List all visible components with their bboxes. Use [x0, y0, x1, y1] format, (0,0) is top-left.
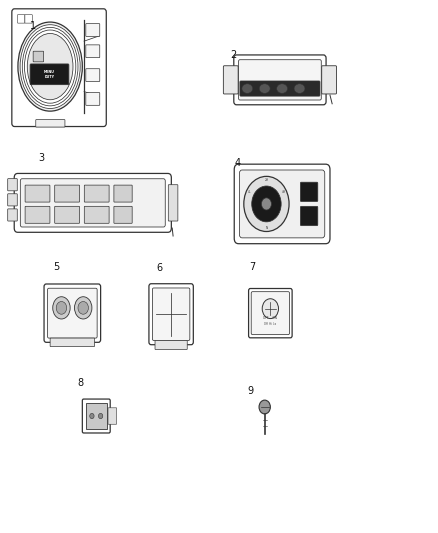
FancyBboxPatch shape	[114, 206, 132, 223]
FancyBboxPatch shape	[240, 81, 320, 96]
FancyBboxPatch shape	[108, 408, 117, 424]
Text: 4: 4	[234, 158, 240, 168]
Circle shape	[78, 302, 88, 314]
Text: 5: 5	[53, 262, 60, 272]
Text: N: N	[265, 226, 268, 230]
FancyBboxPatch shape	[300, 182, 318, 201]
FancyBboxPatch shape	[168, 185, 178, 221]
Circle shape	[261, 198, 272, 210]
Ellipse shape	[25, 30, 76, 103]
Text: 4H: 4H	[282, 190, 286, 194]
FancyBboxPatch shape	[33, 51, 44, 62]
FancyBboxPatch shape	[155, 341, 187, 350]
Ellipse shape	[18, 22, 82, 111]
Text: 7: 7	[250, 262, 256, 272]
Circle shape	[90, 414, 94, 419]
FancyBboxPatch shape	[86, 23, 100, 36]
FancyBboxPatch shape	[44, 284, 101, 342]
Circle shape	[56, 302, 67, 314]
Text: 1: 1	[30, 21, 36, 30]
FancyBboxPatch shape	[36, 119, 65, 127]
Text: 9: 9	[247, 386, 254, 397]
Text: OFF    ON: OFF ON	[263, 316, 277, 320]
FancyBboxPatch shape	[8, 179, 17, 191]
FancyBboxPatch shape	[234, 55, 326, 105]
FancyBboxPatch shape	[322, 66, 336, 94]
FancyBboxPatch shape	[234, 164, 330, 244]
Ellipse shape	[242, 84, 253, 93]
FancyBboxPatch shape	[47, 288, 97, 338]
FancyBboxPatch shape	[8, 194, 17, 206]
FancyBboxPatch shape	[14, 173, 171, 232]
FancyBboxPatch shape	[8, 209, 17, 221]
FancyBboxPatch shape	[300, 206, 318, 225]
Text: MENU
DUTY: MENU DUTY	[44, 70, 55, 79]
Circle shape	[244, 176, 289, 231]
Circle shape	[99, 414, 103, 419]
FancyBboxPatch shape	[86, 45, 100, 58]
Ellipse shape	[53, 297, 70, 319]
FancyBboxPatch shape	[149, 284, 193, 345]
Text: 8: 8	[78, 378, 84, 389]
Ellipse shape	[277, 84, 288, 93]
Ellipse shape	[27, 34, 73, 100]
FancyBboxPatch shape	[249, 288, 292, 338]
Text: 3: 3	[39, 153, 45, 163]
FancyBboxPatch shape	[25, 185, 50, 202]
Ellipse shape	[22, 27, 78, 106]
FancyBboxPatch shape	[82, 399, 110, 433]
FancyBboxPatch shape	[50, 338, 95, 346]
FancyBboxPatch shape	[18, 14, 25, 23]
Text: 4L: 4L	[247, 190, 251, 194]
Text: Off  Hi  Lo: Off Hi Lo	[264, 322, 276, 326]
Ellipse shape	[74, 297, 92, 319]
FancyBboxPatch shape	[30, 64, 69, 85]
FancyBboxPatch shape	[240, 170, 325, 238]
FancyBboxPatch shape	[86, 93, 100, 106]
Text: 2: 2	[230, 50, 236, 60]
FancyBboxPatch shape	[55, 206, 80, 223]
FancyBboxPatch shape	[152, 288, 190, 341]
FancyBboxPatch shape	[20, 179, 165, 227]
FancyBboxPatch shape	[55, 185, 80, 202]
FancyBboxPatch shape	[12, 9, 106, 126]
FancyBboxPatch shape	[239, 60, 321, 100]
Circle shape	[259, 400, 270, 414]
FancyBboxPatch shape	[223, 66, 238, 94]
FancyBboxPatch shape	[25, 14, 32, 23]
FancyBboxPatch shape	[84, 206, 109, 223]
Ellipse shape	[294, 84, 305, 93]
Circle shape	[262, 298, 279, 319]
FancyBboxPatch shape	[86, 403, 107, 429]
FancyBboxPatch shape	[114, 185, 132, 202]
FancyBboxPatch shape	[251, 292, 290, 335]
Ellipse shape	[20, 25, 80, 109]
FancyBboxPatch shape	[25, 206, 50, 223]
FancyBboxPatch shape	[86, 69, 100, 82]
Text: 6: 6	[156, 263, 162, 273]
FancyBboxPatch shape	[84, 185, 109, 202]
Circle shape	[252, 186, 281, 222]
Ellipse shape	[259, 84, 270, 93]
Text: 2H: 2H	[265, 177, 268, 182]
